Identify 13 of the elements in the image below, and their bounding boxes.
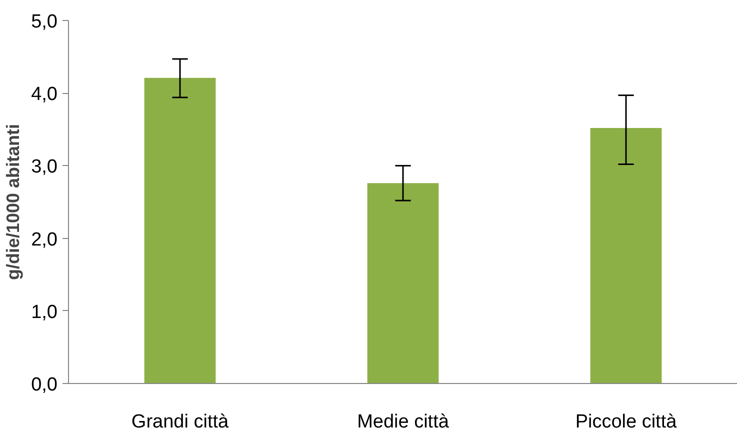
bar [367, 183, 439, 384]
y-tick-label: 4,0 [31, 84, 58, 106]
bar [590, 128, 662, 384]
x-tick-label: Grandi città [131, 412, 230, 432]
x-tick-label: Medie città [357, 412, 450, 432]
y-tick-label: 5,0 [31, 12, 58, 32]
y-tick-label: 1,0 [31, 302, 58, 323]
x-tick-label: Piccole città [575, 412, 678, 432]
y-tick-label: 2,0 [31, 229, 58, 250]
y-tick-label: 3,0 [31, 156, 58, 178]
y-axis-title: g/die/1000 abitanti [3, 124, 24, 280]
y-tick-label: 0,0 [31, 374, 58, 396]
bar [144, 78, 216, 384]
